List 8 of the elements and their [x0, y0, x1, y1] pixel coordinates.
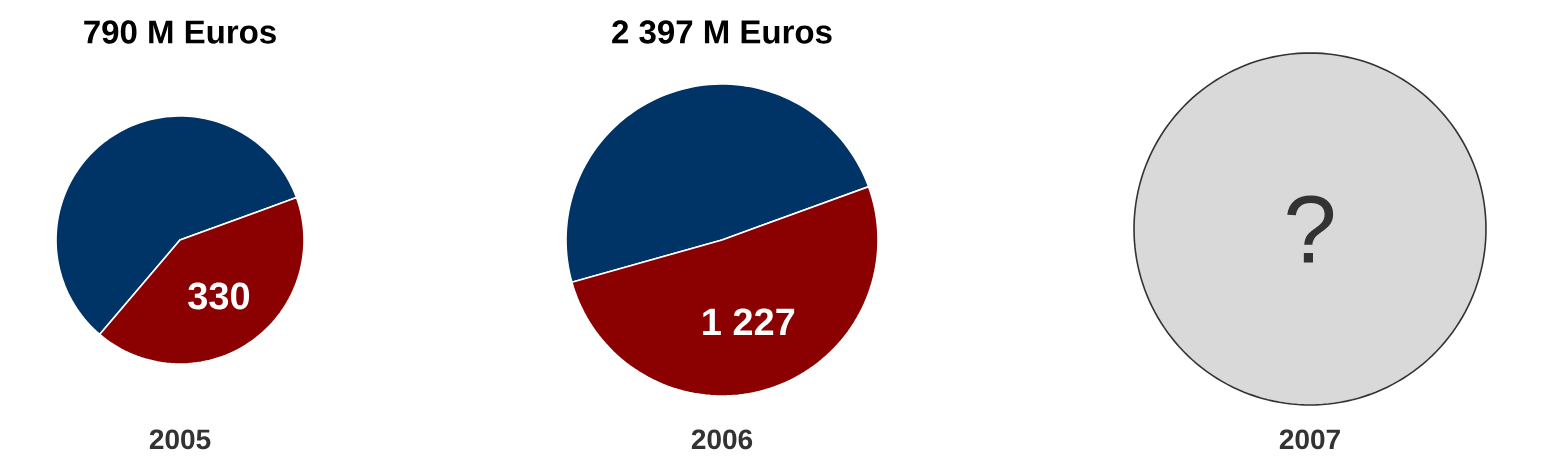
chart-title: 2 397 M Euros [612, 20, 832, 44]
data-label: 330 [188, 282, 250, 310]
text: 2005 [149, 429, 211, 450]
text: 2006 [691, 429, 753, 450]
chart-title: 790 M Euros [84, 20, 276, 44]
data-label: 1 227 [703, 308, 795, 335]
data-label: ? [1287, 195, 1334, 263]
text: 2007 [1279, 429, 1340, 450]
